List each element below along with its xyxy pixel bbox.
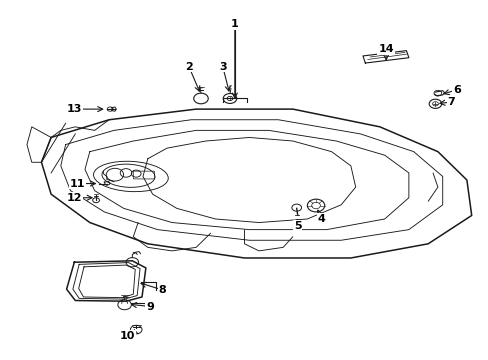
Text: 12: 12	[66, 193, 82, 203]
Text: 8: 8	[158, 285, 166, 295]
Text: 6: 6	[452, 85, 460, 95]
Text: 10: 10	[120, 331, 135, 341]
Text: 4: 4	[317, 214, 325, 224]
Text: 2: 2	[184, 62, 192, 72]
Text: 11: 11	[70, 179, 85, 189]
Text: 3: 3	[219, 62, 226, 72]
Text: 9: 9	[146, 302, 154, 311]
Text: 1: 1	[230, 19, 238, 29]
Text: 7: 7	[447, 97, 454, 107]
Text: 5: 5	[293, 221, 301, 231]
Text: 13: 13	[66, 104, 82, 114]
Text: 14: 14	[378, 44, 393, 54]
